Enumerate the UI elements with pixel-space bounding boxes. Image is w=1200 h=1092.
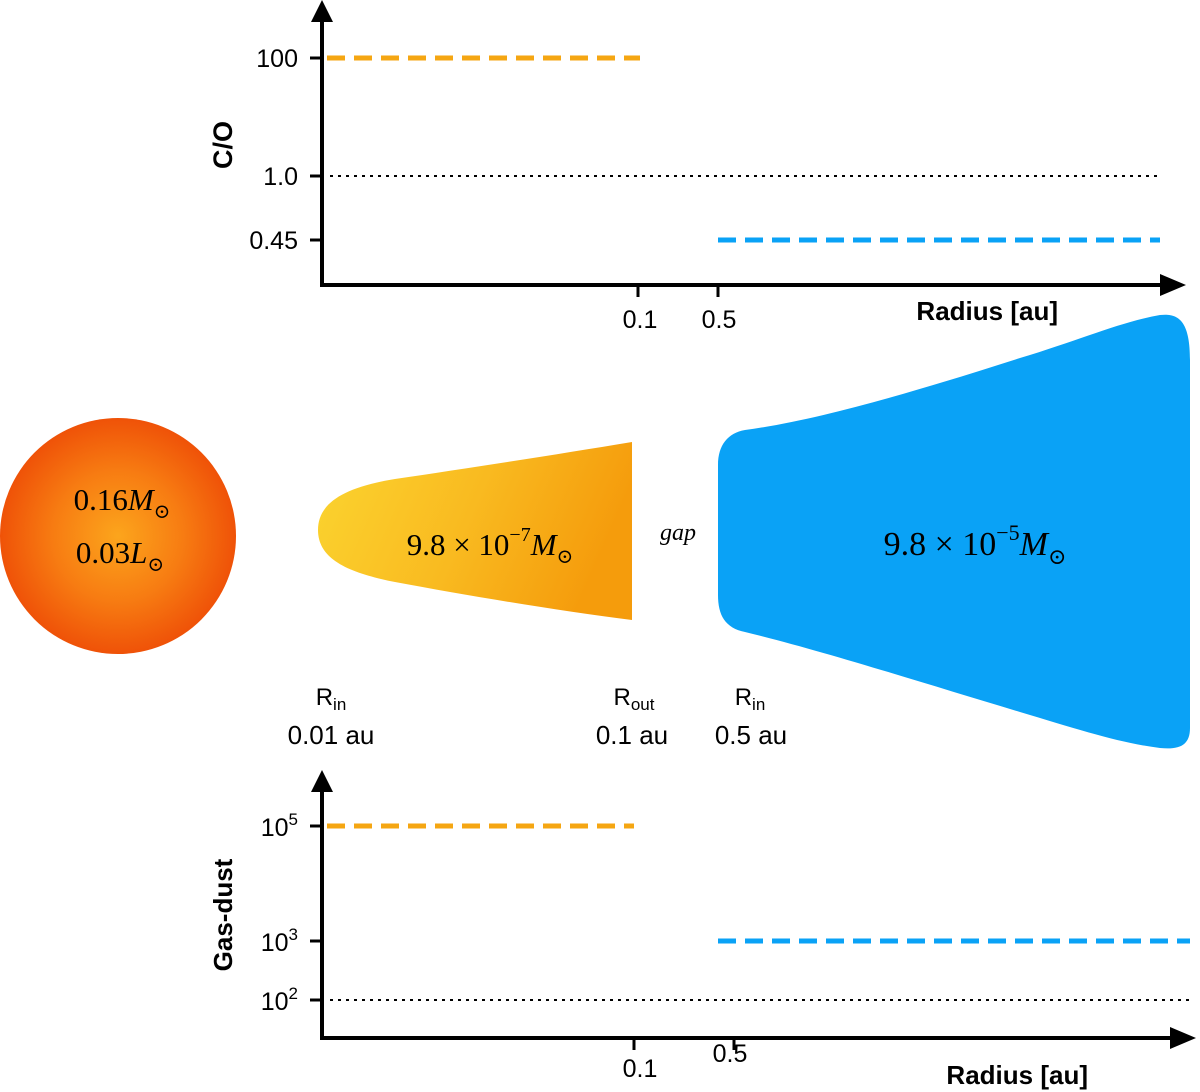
inner-disk-rout-value: 0.1 au xyxy=(596,720,668,750)
gap-label: gap xyxy=(660,520,696,546)
star-mass: 0.16M⊙ xyxy=(74,482,171,523)
gd-y-arrow-icon xyxy=(311,770,333,792)
outer-disk: 9.8 × 10−5M⊙ xyxy=(718,314,1190,749)
co-ylabel: C/O xyxy=(208,121,238,169)
inner-disk-mass: 9.8 × 10−7M⊙ xyxy=(407,524,574,568)
outer-disk-rin-value: 0.5 au xyxy=(715,720,787,750)
outer-disk-mass: 9.8 × 10−5M⊙ xyxy=(884,520,1067,569)
co-ytick-label-1: 1.0 xyxy=(263,163,298,191)
star-disc xyxy=(0,418,236,654)
co-xtick-label-01: 0.1 xyxy=(623,306,658,334)
outer-disk-shape xyxy=(718,314,1190,749)
co-ytick-label-100: 100 xyxy=(256,45,298,73)
inner-disk-rout-label: Rout xyxy=(614,684,655,714)
gd-ytick-label-1e5: 105 xyxy=(261,810,298,842)
inner-disk-rin-value: 0.01 au xyxy=(288,720,375,750)
co-y-arrow-icon xyxy=(311,0,333,22)
gd-xtick-label-01: 0.1 xyxy=(623,1055,658,1083)
co-ytick-label-045: 0.45 xyxy=(249,227,298,255)
co-xtick-label-05: 0.5 xyxy=(702,306,737,334)
radius-labels: Rin 0.01 au Rout 0.1 au Rin 0.5 au xyxy=(288,684,788,750)
star-luminosity: 0.03L⊙ xyxy=(76,535,164,576)
gd-xtick-label-05: 0.5 xyxy=(713,1040,748,1068)
co-xlabel: Radius [au] xyxy=(916,296,1058,326)
gd-x-arrow-icon xyxy=(1170,1027,1196,1049)
outer-disk-rin-label: Rin xyxy=(735,684,766,714)
co-plot: 100 1.0 0.45 C/O 0.1 0.5 Radius [au] xyxy=(208,0,1186,334)
gd-ylabel: Gas-dust xyxy=(208,858,238,971)
co-x-arrow-icon xyxy=(1160,274,1186,296)
gas-dust-plot: 105 103 102 Gas-dust 0.1 0.5 Radius [au] xyxy=(208,770,1196,1090)
inner-disk: 9.8 × 10−7M⊙ xyxy=(318,442,632,620)
inner-disk-shape xyxy=(318,442,632,620)
gd-ytick-label-1e3: 103 xyxy=(261,925,298,957)
gd-ytick-label-1e2: 102 xyxy=(261,984,298,1016)
inner-disk-rin-label: Rin xyxy=(316,684,347,714)
star: 0.16M⊙ 0.03L⊙ xyxy=(0,418,236,654)
gd-xlabel: Radius [au] xyxy=(946,1060,1088,1090)
